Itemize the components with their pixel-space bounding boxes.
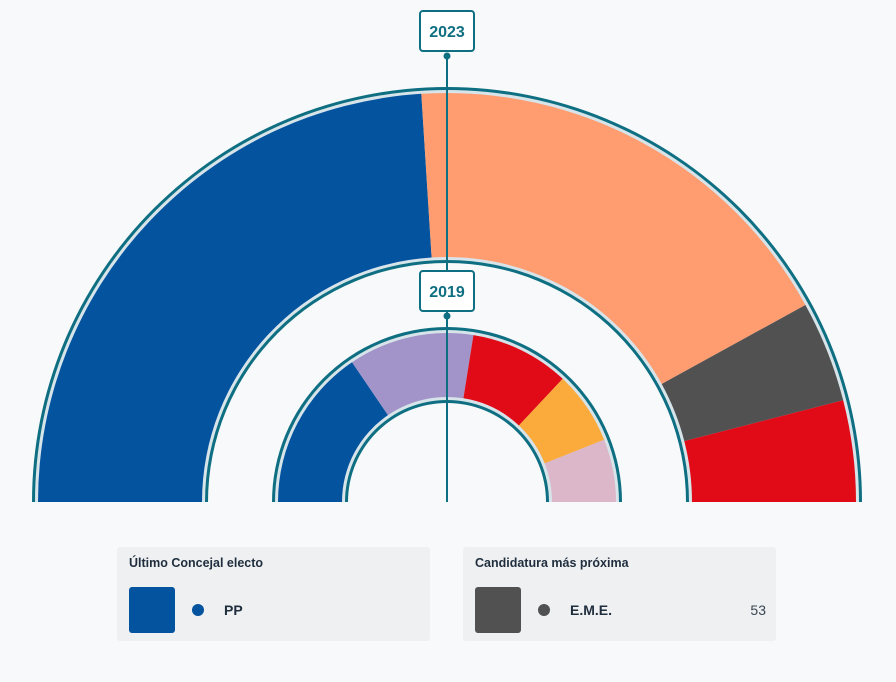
year-label-box [419,10,475,52]
last-elected-swatch [129,587,175,633]
year-label-2019: 2019 [419,270,475,320]
next-candidate-votes: 53 [750,602,766,618]
year-label-2023: 2023 [419,10,475,60]
ring-2023-slice-4 [684,400,856,502]
last-elected-party: PP [224,602,243,618]
last-elected-panel: Último Concejal electo PP [117,547,430,641]
rings-layer [32,87,862,502]
last-elected-dot-icon [192,604,204,616]
next-candidate-party: E.M.E. [570,602,613,618]
year-marker-dot [443,312,451,320]
hemicycle-chart: 2023 2019 [32,10,862,502]
ring-2019-slice-4 [518,378,605,464]
ring-2023-slice-1 [38,93,432,502]
ring-2019-slice-1 [278,362,388,502]
year-marker-dot [443,52,451,60]
ring-2019-slice-2 [352,333,474,416]
ring-2019 [272,327,622,502]
ring-2023-slice-3 [661,304,844,442]
next-candidate-title: Candidatura más próxima [475,556,629,570]
ring-2023 [32,87,862,502]
year-label-box [419,270,475,312]
year-label-text: 2023 [429,24,465,41]
ring-2019-slice-3 [463,335,563,426]
year-label-text: 2019 [429,284,465,301]
year-markers-layer: 2023 2019 [419,10,475,502]
next-candidate-panel: Candidatura más próxima E.M.E. 53 [463,547,776,641]
ring-2023-slice-2 [421,93,806,384]
last-elected-title: Último Concejal electo [129,556,264,570]
next-candidate-swatch [475,587,521,633]
next-candidate-dot-icon [538,604,550,616]
ring-2019-slice-5 [544,439,616,502]
